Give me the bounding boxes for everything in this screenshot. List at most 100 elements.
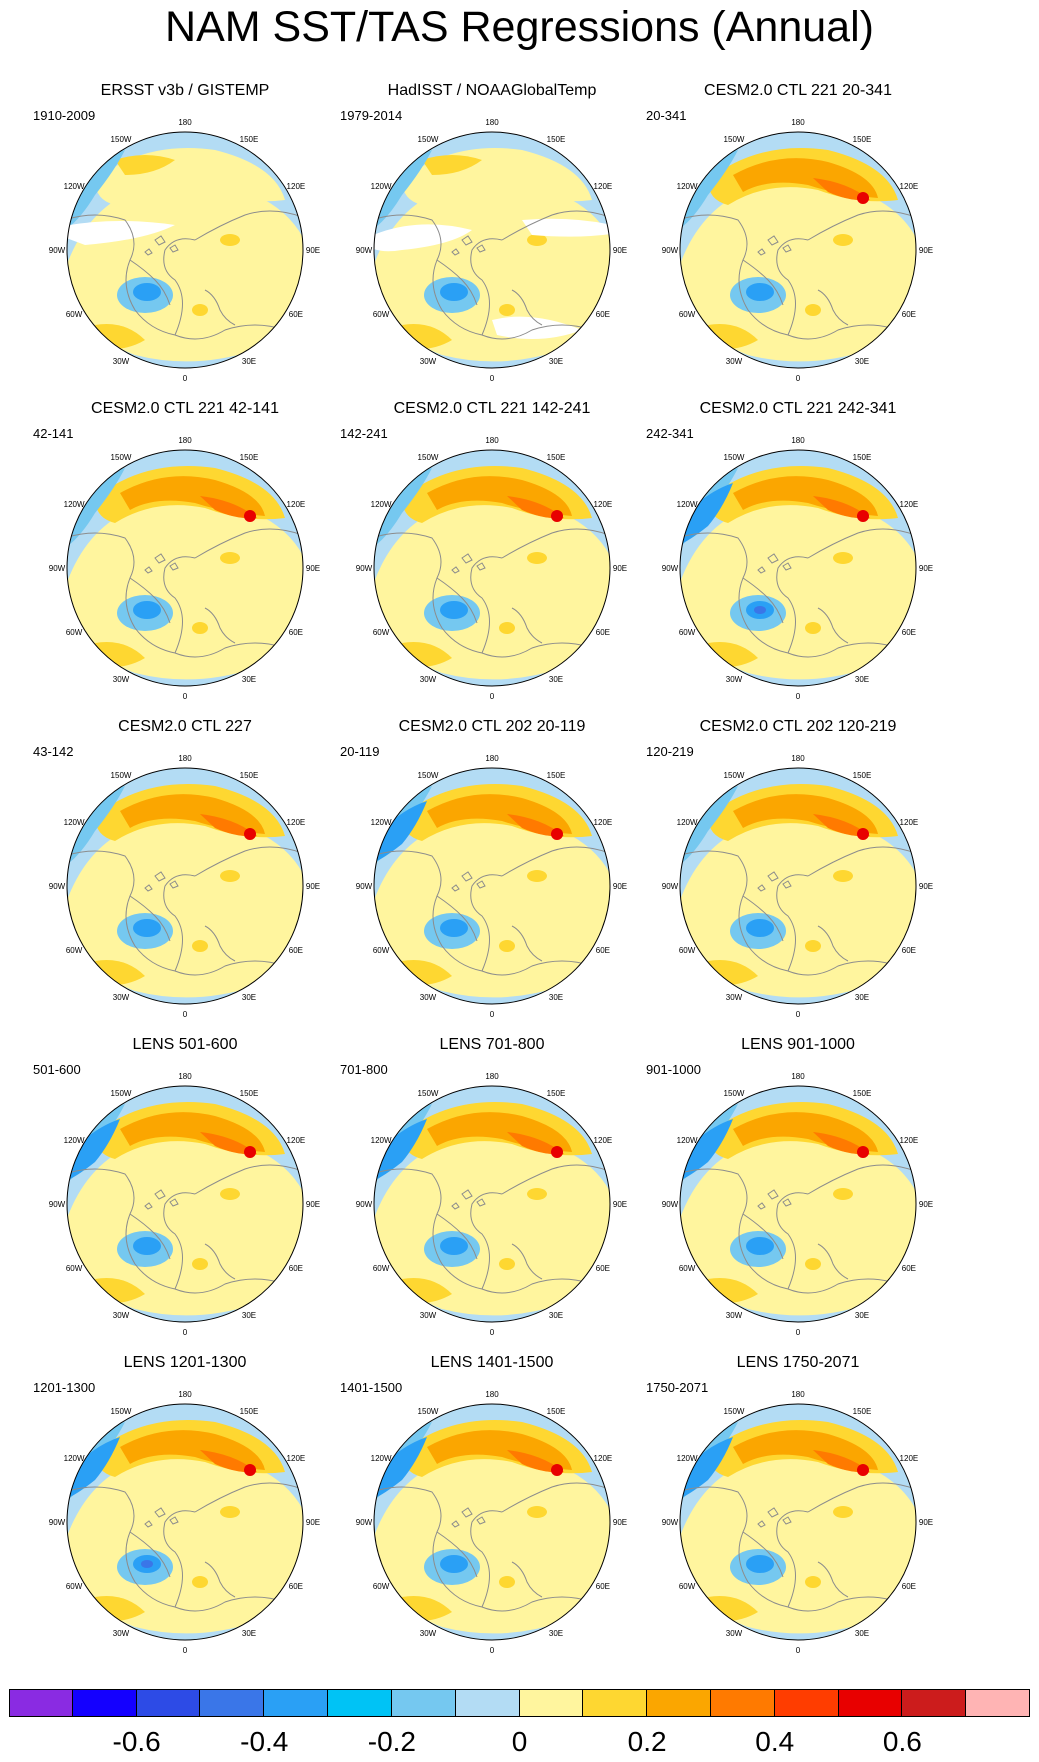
longitude-label: 150E — [853, 453, 872, 462]
panel-period-label: 901-1000 — [646, 1062, 701, 1077]
map-panel: CESM2.0 CTL 202 120-219 120-219 180 150E 120… — [638, 716, 958, 1019]
panel-title: LENS 1750-2071 — [736, 1354, 860, 1371]
colorbar-tick-label: 0.2 — [627, 1726, 667, 1757]
longitude-label: 120E — [594, 182, 613, 191]
longitude-label: 30E — [549, 1311, 563, 1320]
longitude-label: 150E — [547, 135, 566, 144]
longitude-label: 60E — [596, 946, 610, 955]
longitude-label: 120E — [900, 1454, 919, 1463]
longitude-label: 120E — [594, 1454, 613, 1463]
map-panel: ERSST v3b / GISTEMP 1910-2009 180 150E 120E 9… — [25, 80, 345, 383]
colorbar-swatch — [838, 1689, 903, 1717]
longitude-label: 90E — [613, 564, 627, 573]
longitude-label: 120E — [900, 500, 919, 509]
map-panel: LENS 701-800 701-800 180 150E 120E 90E 60E 30E 0… — [332, 1034, 652, 1337]
colorbar-swatch — [519, 1689, 584, 1717]
panel-title: ERSST v3b / GISTEMP — [100, 82, 270, 99]
longitude-label: 90W — [356, 564, 373, 573]
longitude-label: 120E — [287, 818, 306, 827]
longitude-label: 30E — [855, 993, 869, 1002]
colorbar-tick-label: 0.6 — [882, 1726, 922, 1757]
colorbar-swatch — [647, 1689, 711, 1717]
longitude-label: 0 — [796, 1646, 801, 1655]
longitude-label: 180 — [485, 754, 499, 763]
longitude-label: 0 — [490, 692, 495, 701]
longitude-label: 90W — [356, 882, 373, 891]
panel-title: LENS 1201-1300 — [123, 1354, 247, 1371]
longitude-label: 120W — [64, 182, 85, 191]
longitude-label: 60W — [373, 1264, 390, 1273]
colorbar-swatch — [774, 1689, 839, 1717]
colorbar-swatch — [264, 1689, 329, 1717]
longitude-label: 90W — [356, 1518, 373, 1527]
longitude-label: 60W — [66, 628, 83, 637]
longitude-label: 30W — [726, 1629, 743, 1638]
colorbar-swatch — [328, 1689, 392, 1717]
longitude-label: 60W — [66, 1264, 83, 1273]
longitude-label: 120W — [371, 1136, 392, 1145]
longitude-label: 90E — [613, 1200, 627, 1209]
longitude-label: 120W — [677, 1454, 698, 1463]
longitude-label: 150W — [111, 135, 132, 144]
longitude-label: 90W — [356, 1200, 373, 1209]
longitude-label: 30W — [420, 675, 437, 684]
polar-stereographic-map: 180 150E 120E 90E 60E 30E 0 30W 60W 90W 120W 150W — [356, 118, 627, 383]
longitude-label: 90E — [613, 1518, 627, 1527]
panel-period-label: 1201-1300 — [33, 1380, 96, 1395]
map-panel: LENS 501-600 501-600 180 150E 120E 90E 60E 30E 0… — [25, 1034, 345, 1337]
longitude-label: 90W — [49, 1518, 66, 1527]
longitude-label: 150E — [240, 771, 259, 780]
panel-title: CESM2.0 CTL 221 42-141 — [91, 400, 279, 417]
longitude-label: 30W — [420, 1311, 437, 1320]
longitude-label: 30W — [420, 357, 437, 366]
panel-title: CESM2.0 CTL 202 20-119 — [398, 718, 586, 735]
longitude-label: 0 — [490, 1328, 495, 1337]
longitude-label: 120E — [287, 1136, 306, 1145]
polar-stereographic-map: 180 150E 120E 90E 60E 30E 0 30W 60W 90W 120W 150W — [49, 118, 320, 383]
panel-period-label: 1750-2071 — [646, 1380, 709, 1395]
panel-period-label: 42-141 — [33, 426, 74, 441]
longitude-label: 90E — [306, 564, 320, 573]
map-panel: CESM2.0 CTL 221 42-141 42-141 180 150E 120E 9… — [25, 398, 345, 701]
longitude-label: 90W — [662, 1200, 679, 1209]
colorbar-swatch — [9, 1689, 73, 1717]
longitude-label: 0 — [183, 1010, 188, 1019]
longitude-label: 30E — [242, 357, 256, 366]
longitude-label: 90E — [919, 1200, 933, 1209]
longitude-label: 60E — [596, 1264, 610, 1273]
colorbar-tick-label: -0.4 — [240, 1726, 289, 1757]
longitude-label: 60E — [902, 1264, 916, 1273]
longitude-label: 120E — [594, 818, 613, 827]
longitude-label: 180 — [485, 1072, 499, 1081]
colorbar-tick-label: -0.6 — [112, 1726, 161, 1757]
longitude-label: 150W — [418, 1407, 439, 1416]
longitude-label: 60E — [596, 310, 610, 319]
longitude-label: 180 — [791, 118, 805, 127]
map-panel: LENS 1201-1300 1201-1300 180 150E 120E 90E 60E… — [25, 1352, 345, 1655]
longitude-label: 30W — [420, 1629, 437, 1638]
longitude-label: 90E — [919, 1518, 933, 1527]
longitude-label: 90E — [919, 882, 933, 891]
polar-stereographic-map: 180 150E 120E 90E 60E 30E 0 30W 60W 90W 120W 150W — [356, 436, 627, 701]
longitude-label: 150W — [418, 453, 439, 462]
longitude-label: 120W — [371, 500, 392, 509]
longitude-label: 0 — [183, 374, 188, 383]
longitude-label: 90W — [49, 1200, 66, 1209]
longitude-label: 150E — [547, 771, 566, 780]
map-panel: HadISST / NOAAGlobalTemp 1979-2014 180 150E… — [332, 80, 652, 383]
longitude-label: 60E — [289, 1264, 303, 1273]
longitude-label: 90W — [49, 882, 66, 891]
longitude-label: 150E — [853, 1089, 872, 1098]
longitude-label: 30W — [726, 993, 743, 1002]
longitude-label: 60E — [289, 1582, 303, 1591]
longitude-label: 30W — [113, 675, 130, 684]
longitude-label: 0 — [183, 692, 188, 701]
longitude-label: 90E — [306, 1200, 320, 1209]
panel-title: HadISST / NOAAGlobalTemp — [387, 82, 597, 99]
longitude-label: 30W — [726, 675, 743, 684]
longitude-label: 60W — [373, 628, 390, 637]
longitude-label: 150E — [240, 1407, 259, 1416]
longitude-label: 90W — [49, 564, 66, 573]
longitude-label: 180 — [485, 118, 499, 127]
longitude-label: 150E — [547, 1089, 566, 1098]
